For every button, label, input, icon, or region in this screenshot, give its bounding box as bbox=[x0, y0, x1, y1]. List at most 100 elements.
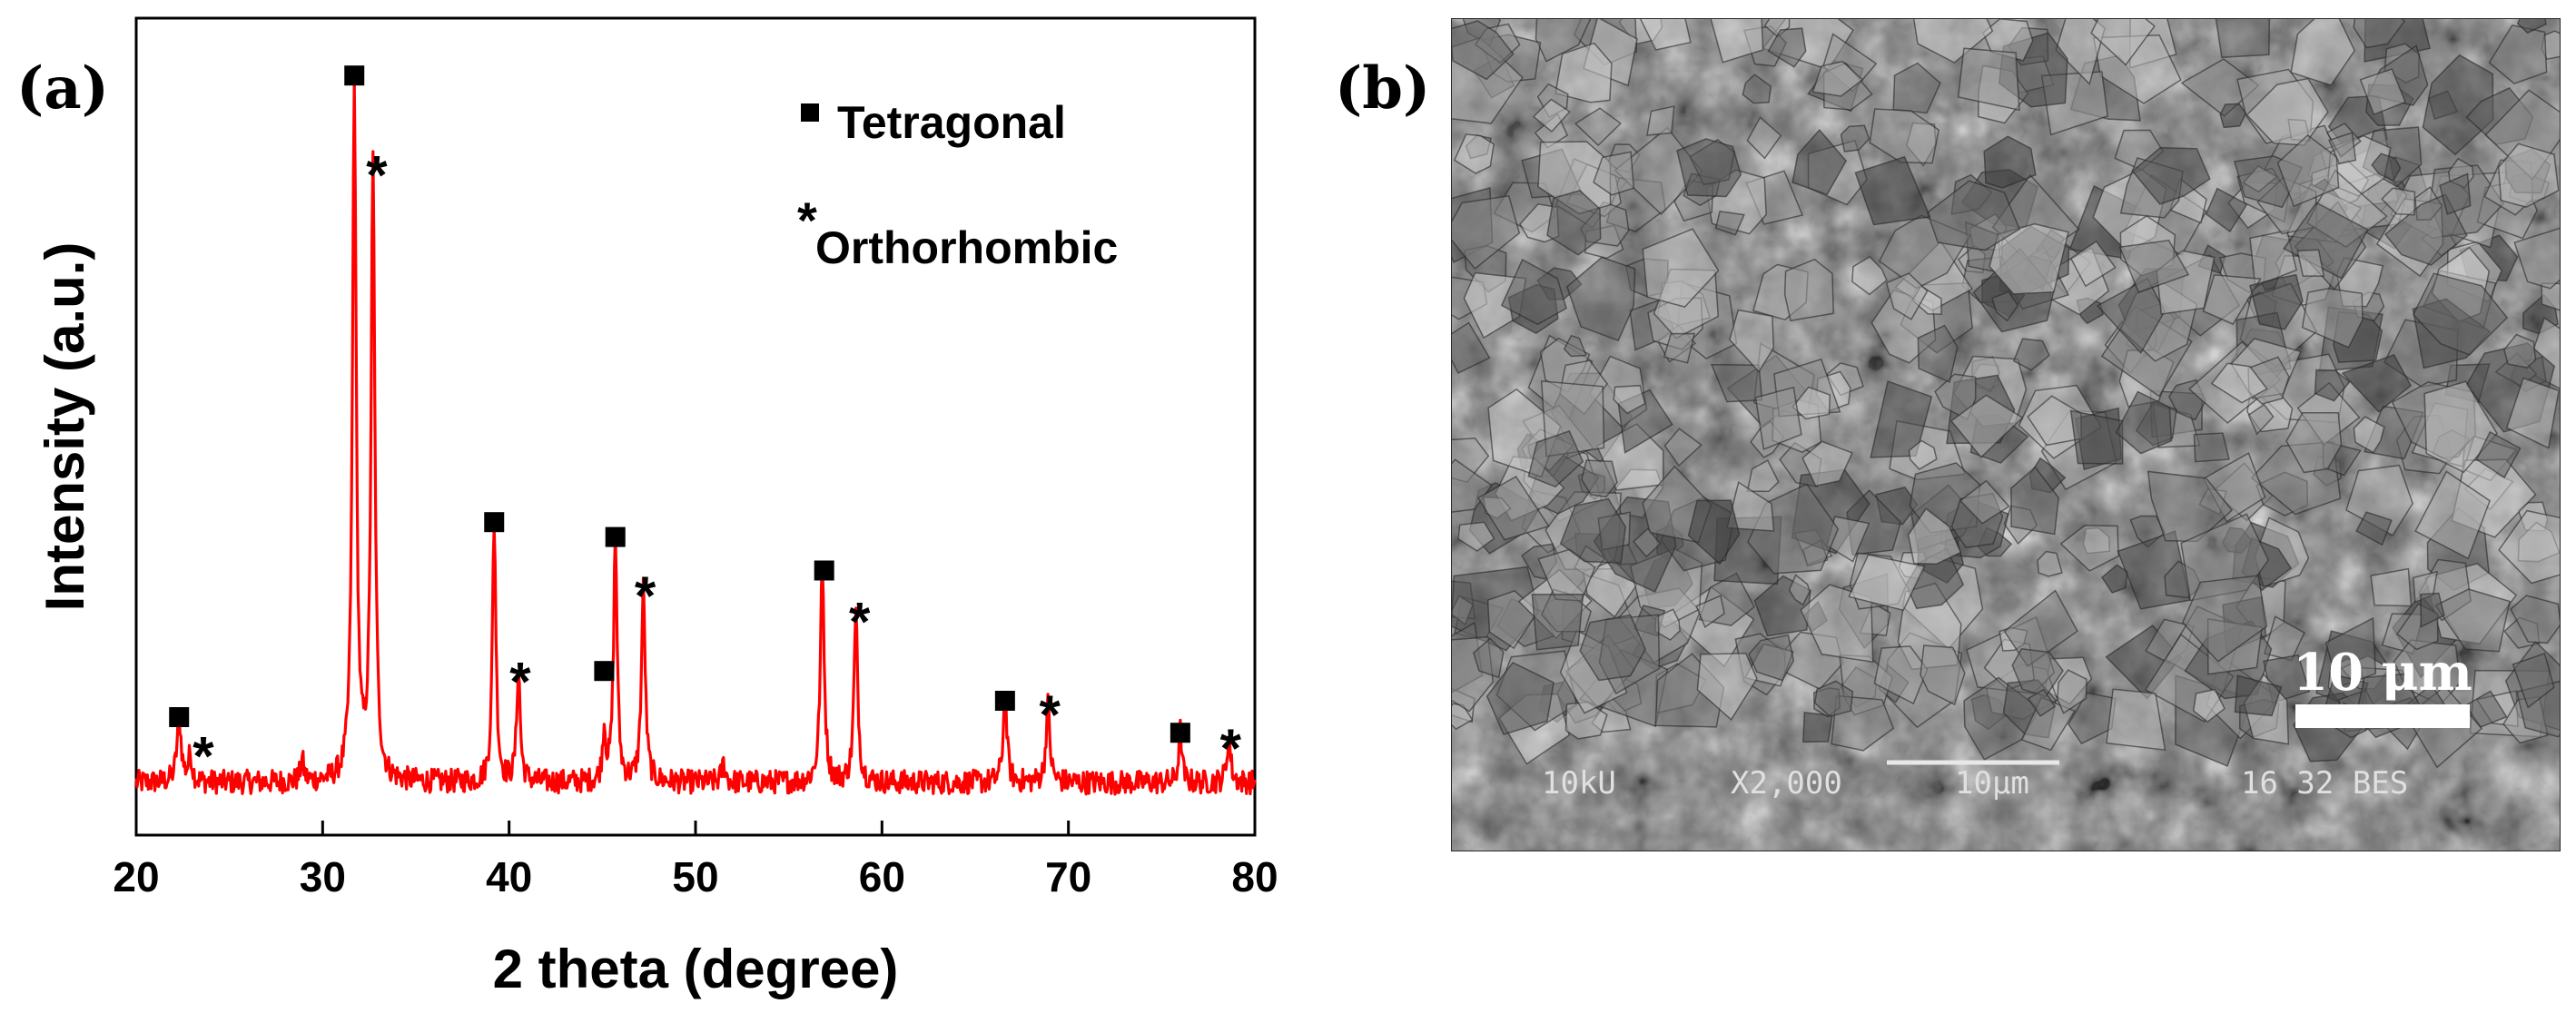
sem-grain bbox=[2027, 688, 2057, 717]
sem-grain bbox=[2505, 377, 2560, 449]
sem-grain bbox=[2414, 470, 2492, 560]
sem-grains bbox=[1451, 18, 2561, 769]
x-tick-label: 20 bbox=[113, 853, 159, 900]
sem-grain bbox=[1726, 481, 1775, 532]
sem-grain bbox=[2355, 511, 2393, 546]
sem-grain bbox=[1791, 129, 1848, 196]
sem-grain bbox=[1676, 138, 1742, 198]
sem-grain bbox=[1746, 459, 1780, 493]
sem-grain bbox=[1714, 210, 1745, 236]
sem-grain bbox=[2234, 674, 2283, 717]
sem-grain bbox=[1579, 614, 1646, 682]
sem-grain bbox=[1687, 499, 1741, 566]
x-tick-label: 80 bbox=[1231, 853, 1278, 900]
sem-grain bbox=[1633, 527, 1662, 558]
sem-grain bbox=[2096, 277, 2166, 354]
sem-grain bbox=[1531, 593, 1584, 651]
sem-grain bbox=[1840, 124, 1870, 152]
sem-grain bbox=[1728, 309, 1774, 373]
sem-grain bbox=[1696, 653, 1758, 721]
tetragonal-marker bbox=[344, 65, 365, 86]
sem-grain bbox=[2498, 509, 2561, 585]
sem-grain bbox=[1742, 74, 1772, 104]
tetragonal-marker bbox=[1170, 723, 1190, 743]
sem-grain bbox=[1870, 380, 1933, 458]
sem-grain bbox=[2090, 18, 2156, 66]
sem-grain bbox=[1663, 332, 1696, 364]
sem-grain bbox=[2263, 615, 2305, 662]
sem-grain bbox=[2037, 550, 2063, 577]
sem-grain bbox=[2248, 273, 2304, 330]
sem-grain bbox=[1892, 62, 1941, 113]
sem-grain bbox=[1957, 47, 2020, 112]
sem-grain bbox=[1613, 384, 1646, 415]
sem-grain bbox=[2181, 575, 2268, 663]
info-voltage: 10kU bbox=[1542, 765, 1616, 802]
sem-grain bbox=[1813, 680, 1854, 718]
orthorhombic-marker: * bbox=[509, 651, 531, 712]
panel-label-b: (b) bbox=[1335, 54, 1431, 123]
x-tick-label: 30 bbox=[300, 853, 346, 900]
xrd-pattern-line bbox=[134, 78, 1257, 796]
tetragonal-marker bbox=[484, 512, 505, 533]
sem-grain bbox=[1593, 151, 1634, 196]
tetragonal-marker bbox=[169, 707, 190, 728]
sem-grain bbox=[2420, 592, 2445, 628]
sem-grain bbox=[1791, 386, 1831, 420]
sem-grain bbox=[2069, 240, 2117, 288]
sem-grain bbox=[1565, 256, 1636, 342]
sem-grain bbox=[1485, 661, 1554, 736]
sem-grain bbox=[1800, 584, 1874, 664]
sem-grain bbox=[1907, 507, 1962, 566]
sem-grain bbox=[2215, 18, 2271, 59]
sem-grain bbox=[2353, 18, 2406, 49]
sem-grain bbox=[2012, 338, 2050, 371]
x-axis-ticks: 20 30 40 50 60 70 80 bbox=[113, 821, 1278, 900]
orthorhombic-marker: * bbox=[1039, 684, 1061, 745]
sem-grain bbox=[1527, 429, 1584, 488]
info-magnification: X2,000 bbox=[1731, 765, 1842, 802]
sem-grain bbox=[1990, 290, 2019, 322]
plot-frame bbox=[134, 16, 1257, 837]
sem-grain bbox=[1535, 18, 1592, 63]
sem-grain bbox=[1546, 190, 1602, 256]
sem-grain bbox=[2106, 688, 2166, 752]
sem-grain bbox=[2057, 669, 2087, 714]
sem-grain bbox=[1500, 258, 1567, 326]
x-axis-label: 2 theta (degree) bbox=[493, 939, 899, 999]
sem-grain bbox=[1854, 155, 1931, 226]
sem-grain bbox=[2371, 152, 2402, 182]
sem-grain bbox=[1926, 180, 2021, 251]
sem-grain bbox=[1885, 272, 1929, 320]
sem-grain bbox=[1451, 321, 1491, 374]
sem-grain bbox=[2192, 688, 2226, 723]
sem-grain bbox=[2464, 690, 2508, 728]
tetragonal-marker bbox=[994, 691, 1015, 711]
sem-grain bbox=[2475, 430, 2522, 479]
sem-grain bbox=[2503, 333, 2537, 369]
scale-bar bbox=[2295, 704, 2470, 728]
sem-grain bbox=[1532, 98, 1571, 133]
sem-grain bbox=[2059, 525, 2119, 572]
sem-grain bbox=[1473, 637, 1505, 679]
sem-grain bbox=[2118, 239, 2190, 293]
orthorhombic-marker: * bbox=[192, 725, 214, 786]
sem-grain bbox=[2115, 390, 2173, 455]
info-id-text: 16 32 BES bbox=[2241, 765, 2408, 802]
sem-grain bbox=[1453, 133, 1495, 174]
legend-tetragonal-label: Tetragonal bbox=[837, 97, 1066, 148]
x-tick-label: 60 bbox=[859, 853, 905, 900]
sem-grain bbox=[2359, 68, 2406, 116]
sem-grain bbox=[2498, 143, 2560, 208]
sem-grain bbox=[1783, 258, 1834, 322]
sem-grain bbox=[2069, 409, 2124, 465]
sem-grain bbox=[2193, 432, 2230, 463]
sem-grain bbox=[2245, 77, 2329, 146]
sem-grain bbox=[2020, 696, 2076, 752]
x-tick-label: 70 bbox=[1045, 853, 1091, 900]
sem-grain bbox=[1639, 18, 1692, 51]
sem-grain bbox=[1451, 20, 1515, 81]
sem-grain bbox=[1457, 521, 1495, 552]
sem-grain bbox=[1564, 701, 1608, 740]
sem-grain bbox=[1811, 60, 1864, 97]
